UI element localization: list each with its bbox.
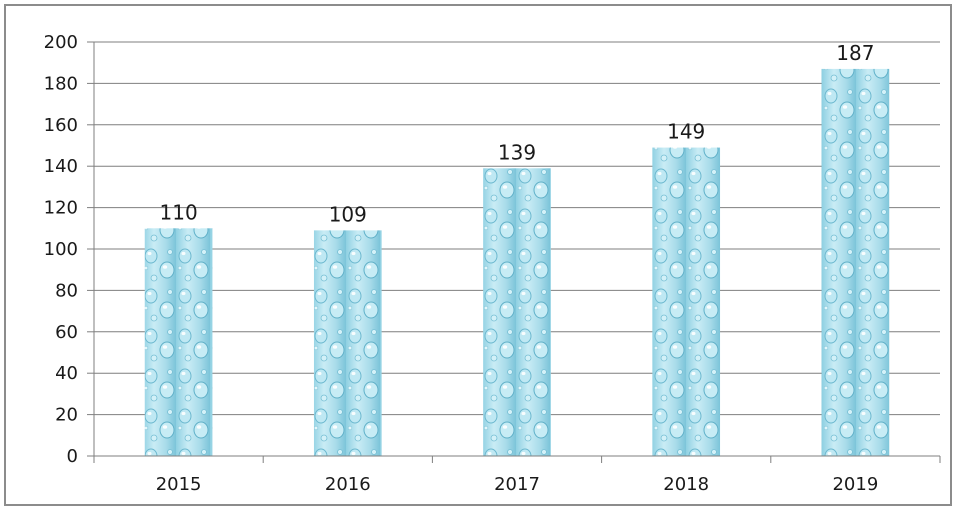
chart-frame: 0 20 40 60 80 100 120 140 160 180 200 2015 2016 2017… [4, 4, 952, 506]
y-tick-label: 200 [44, 32, 78, 53]
y-tick-label: 60 [55, 322, 78, 343]
x-tick-label: 2015 [156, 474, 202, 495]
y-axis-ticks: 0 20 40 60 80 100 120 140 160 180 200 [44, 32, 94, 467]
x-tick-label: 2018 [663, 474, 709, 495]
bar-2018 [652, 147, 721, 456]
x-tick-label: 2016 [325, 474, 371, 495]
bar-2016 [313, 230, 382, 456]
bar-2015 [144, 228, 213, 456]
data-label-2019: 187 [836, 41, 874, 65]
bar-chart: 0 20 40 60 80 100 120 140 160 180 200 2015 2016 2017… [44, 32, 941, 495]
bar-2017 [483, 168, 551, 456]
data-label-2017: 139 [498, 140, 536, 164]
x-axis-ticks: 2015 2016 2017 2018 2019 [156, 474, 879, 495]
x-tick-label: 2019 [832, 474, 878, 495]
y-tick-label: 140 [44, 156, 78, 177]
axes [93, 42, 941, 463]
y-tick-label: 0 [67, 446, 78, 467]
y-tick-label: 40 [55, 363, 78, 384]
y-tick-label: 80 [55, 280, 78, 301]
y-tick-label: 180 [44, 73, 78, 94]
bars [144, 68, 890, 456]
data-labels: 110 109 139 149 187 [160, 41, 875, 226]
y-tick-label: 20 [55, 405, 78, 426]
y-tick-label: 100 [44, 239, 78, 260]
bar-2019 [821, 68, 890, 456]
data-label-2018: 149 [667, 120, 705, 144]
y-tick-label: 160 [44, 115, 78, 136]
data-label-2015: 110 [160, 200, 198, 224]
x-tick-label: 2017 [494, 474, 540, 495]
y-tick-label: 120 [44, 198, 78, 219]
data-label-2016: 109 [329, 202, 367, 226]
